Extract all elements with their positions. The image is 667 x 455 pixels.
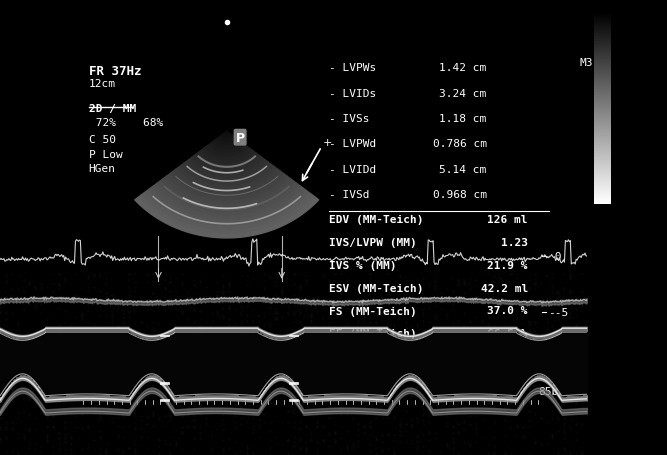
Polygon shape	[189, 158, 265, 176]
Text: P: P	[235, 131, 245, 144]
Text: IVS/LVPW (MM): IVS/LVPW (MM)	[329, 238, 417, 248]
Polygon shape	[192, 156, 261, 172]
Polygon shape	[154, 184, 299, 217]
Text: 42.2 ml: 42.2 ml	[481, 283, 528, 293]
Polygon shape	[217, 137, 236, 143]
Bar	[159, 335, 169, 337]
Text: 3.24 cm: 3.24 cm	[440, 89, 487, 99]
Text: 21.9 %: 21.9 %	[488, 260, 528, 270]
Text: 1.23: 1.23	[501, 238, 528, 248]
Polygon shape	[141, 193, 312, 231]
Text: 37.0 %: 37.0 %	[488, 306, 528, 316]
Text: - IVSd: - IVSd	[329, 189, 370, 199]
Polygon shape	[135, 198, 319, 238]
Text: IVS % (MM): IVS % (MM)	[329, 260, 396, 270]
Text: P Low: P Low	[89, 149, 122, 159]
Text: - IVSs: - IVSs	[329, 114, 370, 124]
Text: 1.42 cm: 1.42 cm	[440, 63, 487, 73]
Polygon shape	[207, 144, 246, 154]
Text: - LVPWd: - LVPWd	[329, 139, 376, 149]
Polygon shape	[169, 172, 284, 198]
Polygon shape	[138, 196, 315, 235]
Polygon shape	[182, 163, 271, 183]
Text: 12cm: 12cm	[89, 79, 115, 89]
Bar	[289, 335, 298, 337]
Polygon shape	[211, 142, 243, 150]
Text: C 50: C 50	[89, 135, 115, 145]
Text: 0.968 cm: 0.968 cm	[433, 189, 487, 199]
Text: 85bpm: 85bpm	[538, 386, 572, 396]
Text: EF (MM-Teich): EF (MM-Teich)	[329, 329, 417, 339]
Polygon shape	[173, 170, 281, 194]
Text: 0.786 cm: 0.786 cm	[433, 139, 487, 149]
Text: 75mm/s: 75mm/s	[466, 386, 506, 396]
Text: 80.7 %: 80.7 %	[488, 351, 528, 361]
Polygon shape	[201, 148, 252, 162]
Polygon shape	[176, 167, 277, 191]
Polygon shape	[205, 146, 249, 157]
Text: FS (MM-Teich): FS (MM-Teich)	[329, 306, 417, 316]
Polygon shape	[147, 189, 306, 224]
Text: 5.14 cm: 5.14 cm	[440, 164, 487, 174]
Polygon shape	[179, 165, 274, 187]
Text: FR 37Hz: FR 37Hz	[89, 65, 141, 78]
Text: ESV (MM-Teich): ESV (MM-Teich)	[329, 283, 424, 293]
Text: LVPW % (MM): LVPW % (MM)	[329, 351, 403, 361]
Text: EDV (MM-Teich): EDV (MM-Teich)	[329, 215, 424, 225]
Text: 72%    68%: 72% 68%	[89, 118, 163, 128]
Text: 2D / MM: 2D / MM	[89, 104, 136, 114]
Text: M3: M3	[579, 58, 592, 68]
Text: 126 ml: 126 ml	[488, 215, 528, 225]
Text: HGen: HGen	[89, 163, 115, 173]
Text: --10: --10	[548, 363, 574, 373]
Bar	[159, 382, 169, 384]
Polygon shape	[157, 182, 297, 213]
Text: - LVIDs: - LVIDs	[329, 89, 376, 99]
Polygon shape	[195, 153, 259, 169]
Polygon shape	[160, 179, 293, 209]
Text: 0: 0	[548, 251, 561, 261]
Polygon shape	[151, 186, 303, 220]
Bar	[289, 399, 298, 401]
Polygon shape	[223, 132, 230, 136]
Text: +: +	[323, 138, 332, 148]
Polygon shape	[185, 160, 268, 180]
Polygon shape	[220, 134, 233, 139]
Polygon shape	[163, 177, 290, 205]
Text: - LVIDd: - LVIDd	[329, 164, 376, 174]
Bar	[289, 382, 298, 384]
Polygon shape	[144, 191, 309, 228]
Polygon shape	[198, 151, 255, 165]
Polygon shape	[214, 139, 239, 147]
Text: --5: --5	[548, 307, 568, 317]
Text: 1.18 cm: 1.18 cm	[440, 114, 487, 124]
Text: - LVPWs: - LVPWs	[329, 63, 376, 73]
Polygon shape	[167, 175, 287, 202]
Bar	[159, 399, 169, 401]
Text: 66.5 %: 66.5 %	[488, 329, 528, 339]
